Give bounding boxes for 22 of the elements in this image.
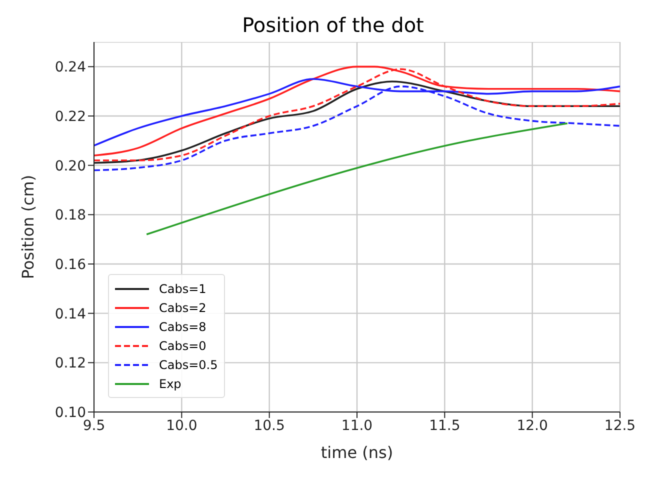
- chart-title: Position of the dot: [241, 12, 425, 39]
- y-tick-label: 0.12: [54, 356, 86, 372]
- x-tick-label: 10.0: [166, 418, 198, 434]
- x-tick-label: 12.5: [604, 418, 636, 434]
- y-tick-label: 0.22: [54, 108, 86, 125]
- y-tick-label: 0.20: [54, 158, 86, 174]
- x-axis-title: time (ns): [320, 443, 394, 462]
- legend-label: Exp: [159, 376, 182, 390]
- x-tick-label: 12.0: [516, 418, 548, 434]
- y-tick-label: 0.18: [54, 208, 86, 224]
- y-tick-label: 0.16: [54, 256, 86, 273]
- y-tick-label: 0.24: [54, 60, 86, 76]
- x-tick-label: 10.5: [254, 418, 285, 434]
- y-tick-label: 0.14: [54, 306, 86, 322]
- legend-label: Cabs=0.5: [159, 358, 218, 372]
- legend-label: Cabs=8: [159, 320, 206, 334]
- x-tick-label: 11.0: [341, 418, 373, 434]
- x-tick-label: 11.5: [429, 418, 460, 434]
- legend-label: Cabs=2: [159, 300, 206, 314]
- y-axis-title: Position (cm): [18, 174, 38, 280]
- legend-label: Cabs=1: [159, 282, 206, 296]
- legend-label: Cabs=0: [159, 338, 206, 352]
